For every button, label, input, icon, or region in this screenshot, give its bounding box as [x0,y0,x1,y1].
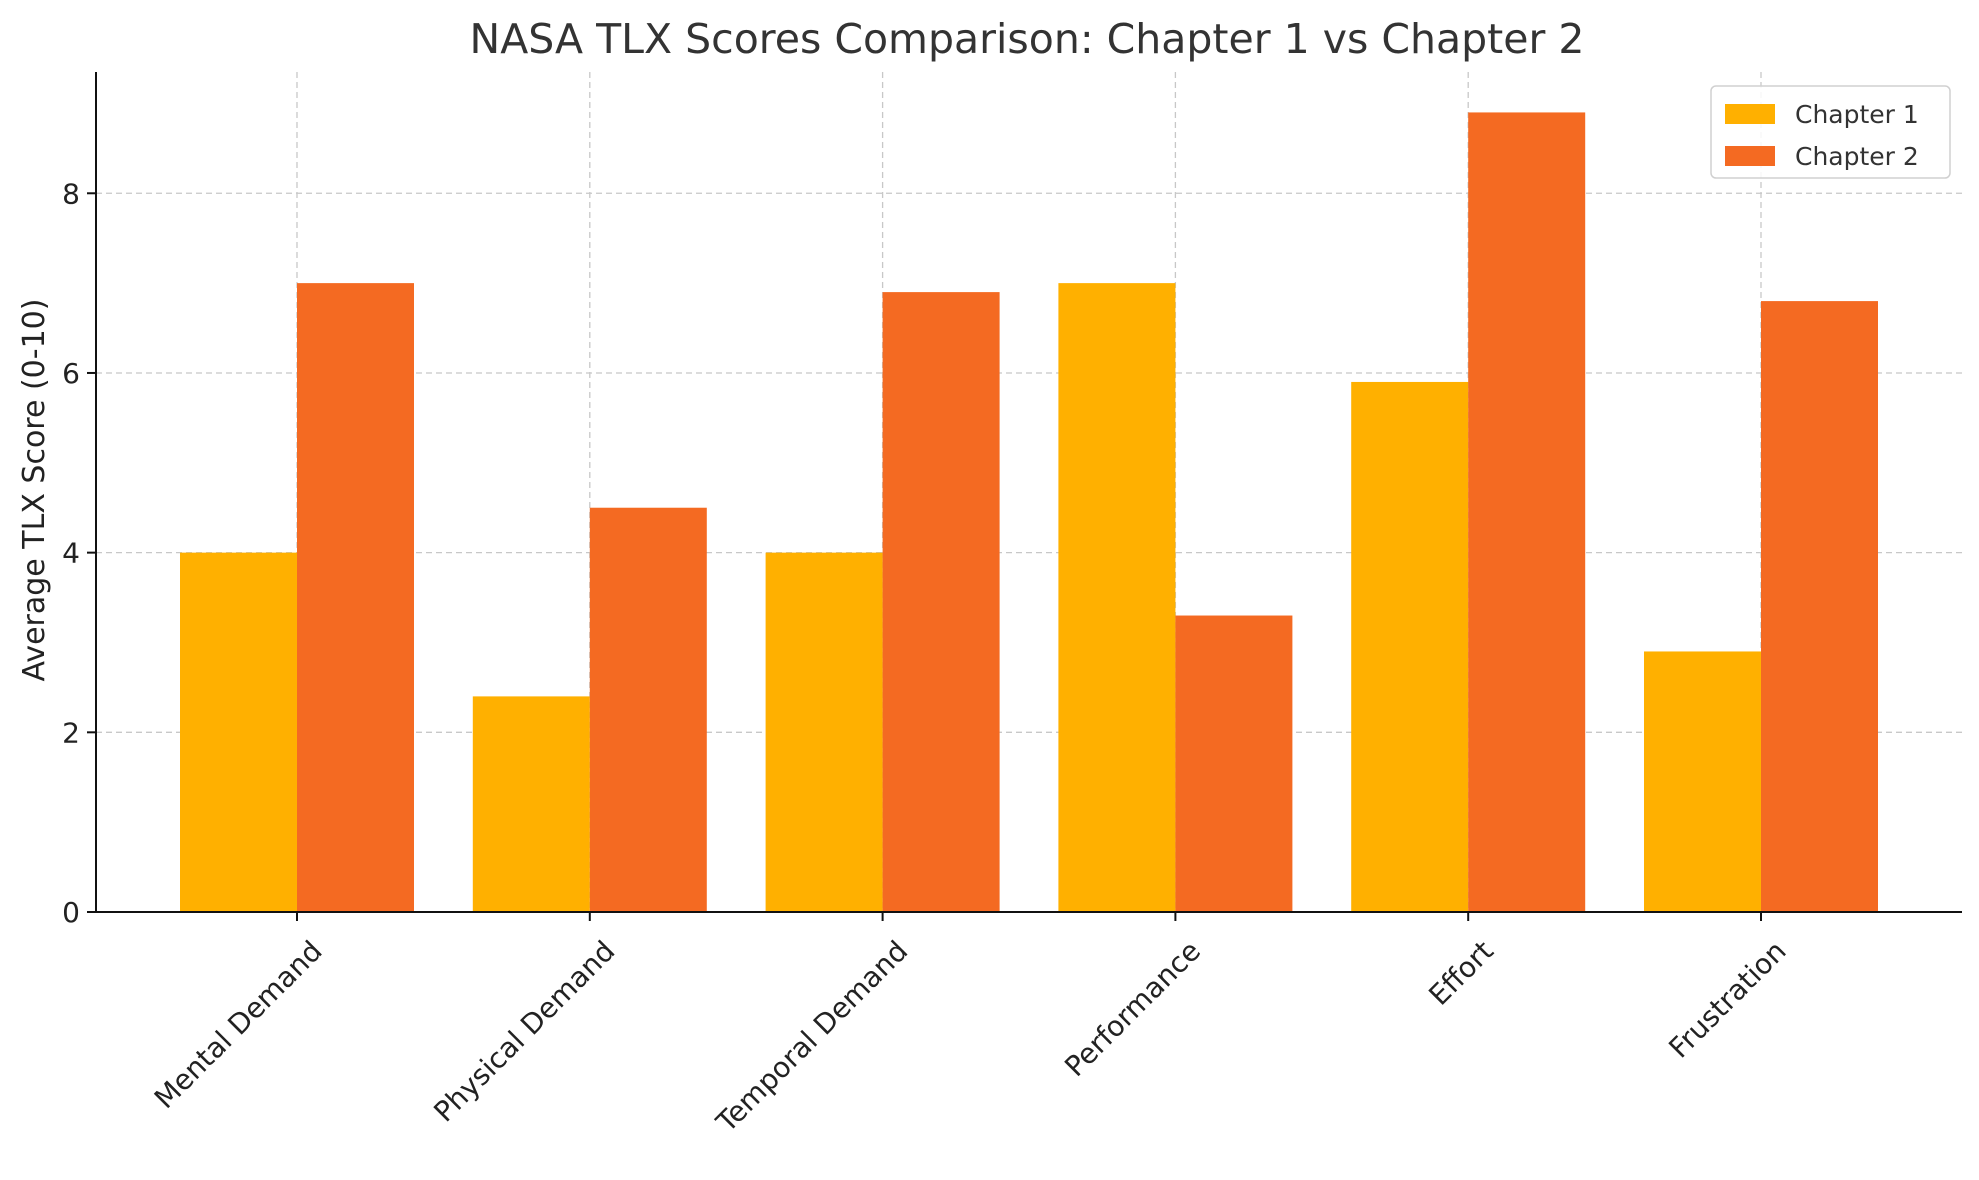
bar-chapter-1-temporal-demand [765,552,883,912]
y-tick-label: 6 [62,357,80,390]
bars [180,112,1878,913]
bar-chapter-1-frustration [1644,651,1761,912]
bar-chapter-1-performance [1058,283,1176,912]
axes [87,72,1962,921]
legend-swatch [1725,146,1775,166]
y-axis-label: Average TLX Score (0-10) [17,299,52,682]
x-tick-label: Effort [1422,934,1500,1012]
bar-chapter-2-frustration [1761,301,1878,912]
chart-title: NASA TLX Scores Comparison: Chapter 1 vs… [470,15,1585,63]
legend-label: Chapter 2 [1795,142,1919,171]
x-tick-label: Performance [1058,934,1207,1083]
y-tick-label: 8 [62,177,80,210]
bar-chapter-1-physical-demand [472,696,590,912]
x-tick-label: Frustration [1662,934,1792,1064]
bar-chapter-2-effort [1468,112,1586,913]
bar-chapter-2-mental-demand [297,283,414,912]
bar-chapter-2-physical-demand [589,507,707,912]
y-tick-label: 0 [62,896,80,929]
bar-chapter-1-mental-demand [180,552,297,912]
bar-chapter-2-performance [1175,615,1293,912]
legend-label: Chapter 1 [1795,100,1919,129]
legend-swatch [1725,104,1775,124]
x-tick-label: Physical Demand [427,934,621,1128]
y-tick-label: 2 [62,716,80,749]
x-tick-label: Mental Demand [148,934,329,1115]
x-tick-label: Temporal Demand [709,934,914,1139]
bar-chapter-1-effort [1351,381,1469,912]
y-tick-label: 4 [62,537,80,570]
bar-chapter-2-temporal-demand [882,292,1000,913]
legend: Chapter 1 Chapter 2 [1710,85,1951,179]
